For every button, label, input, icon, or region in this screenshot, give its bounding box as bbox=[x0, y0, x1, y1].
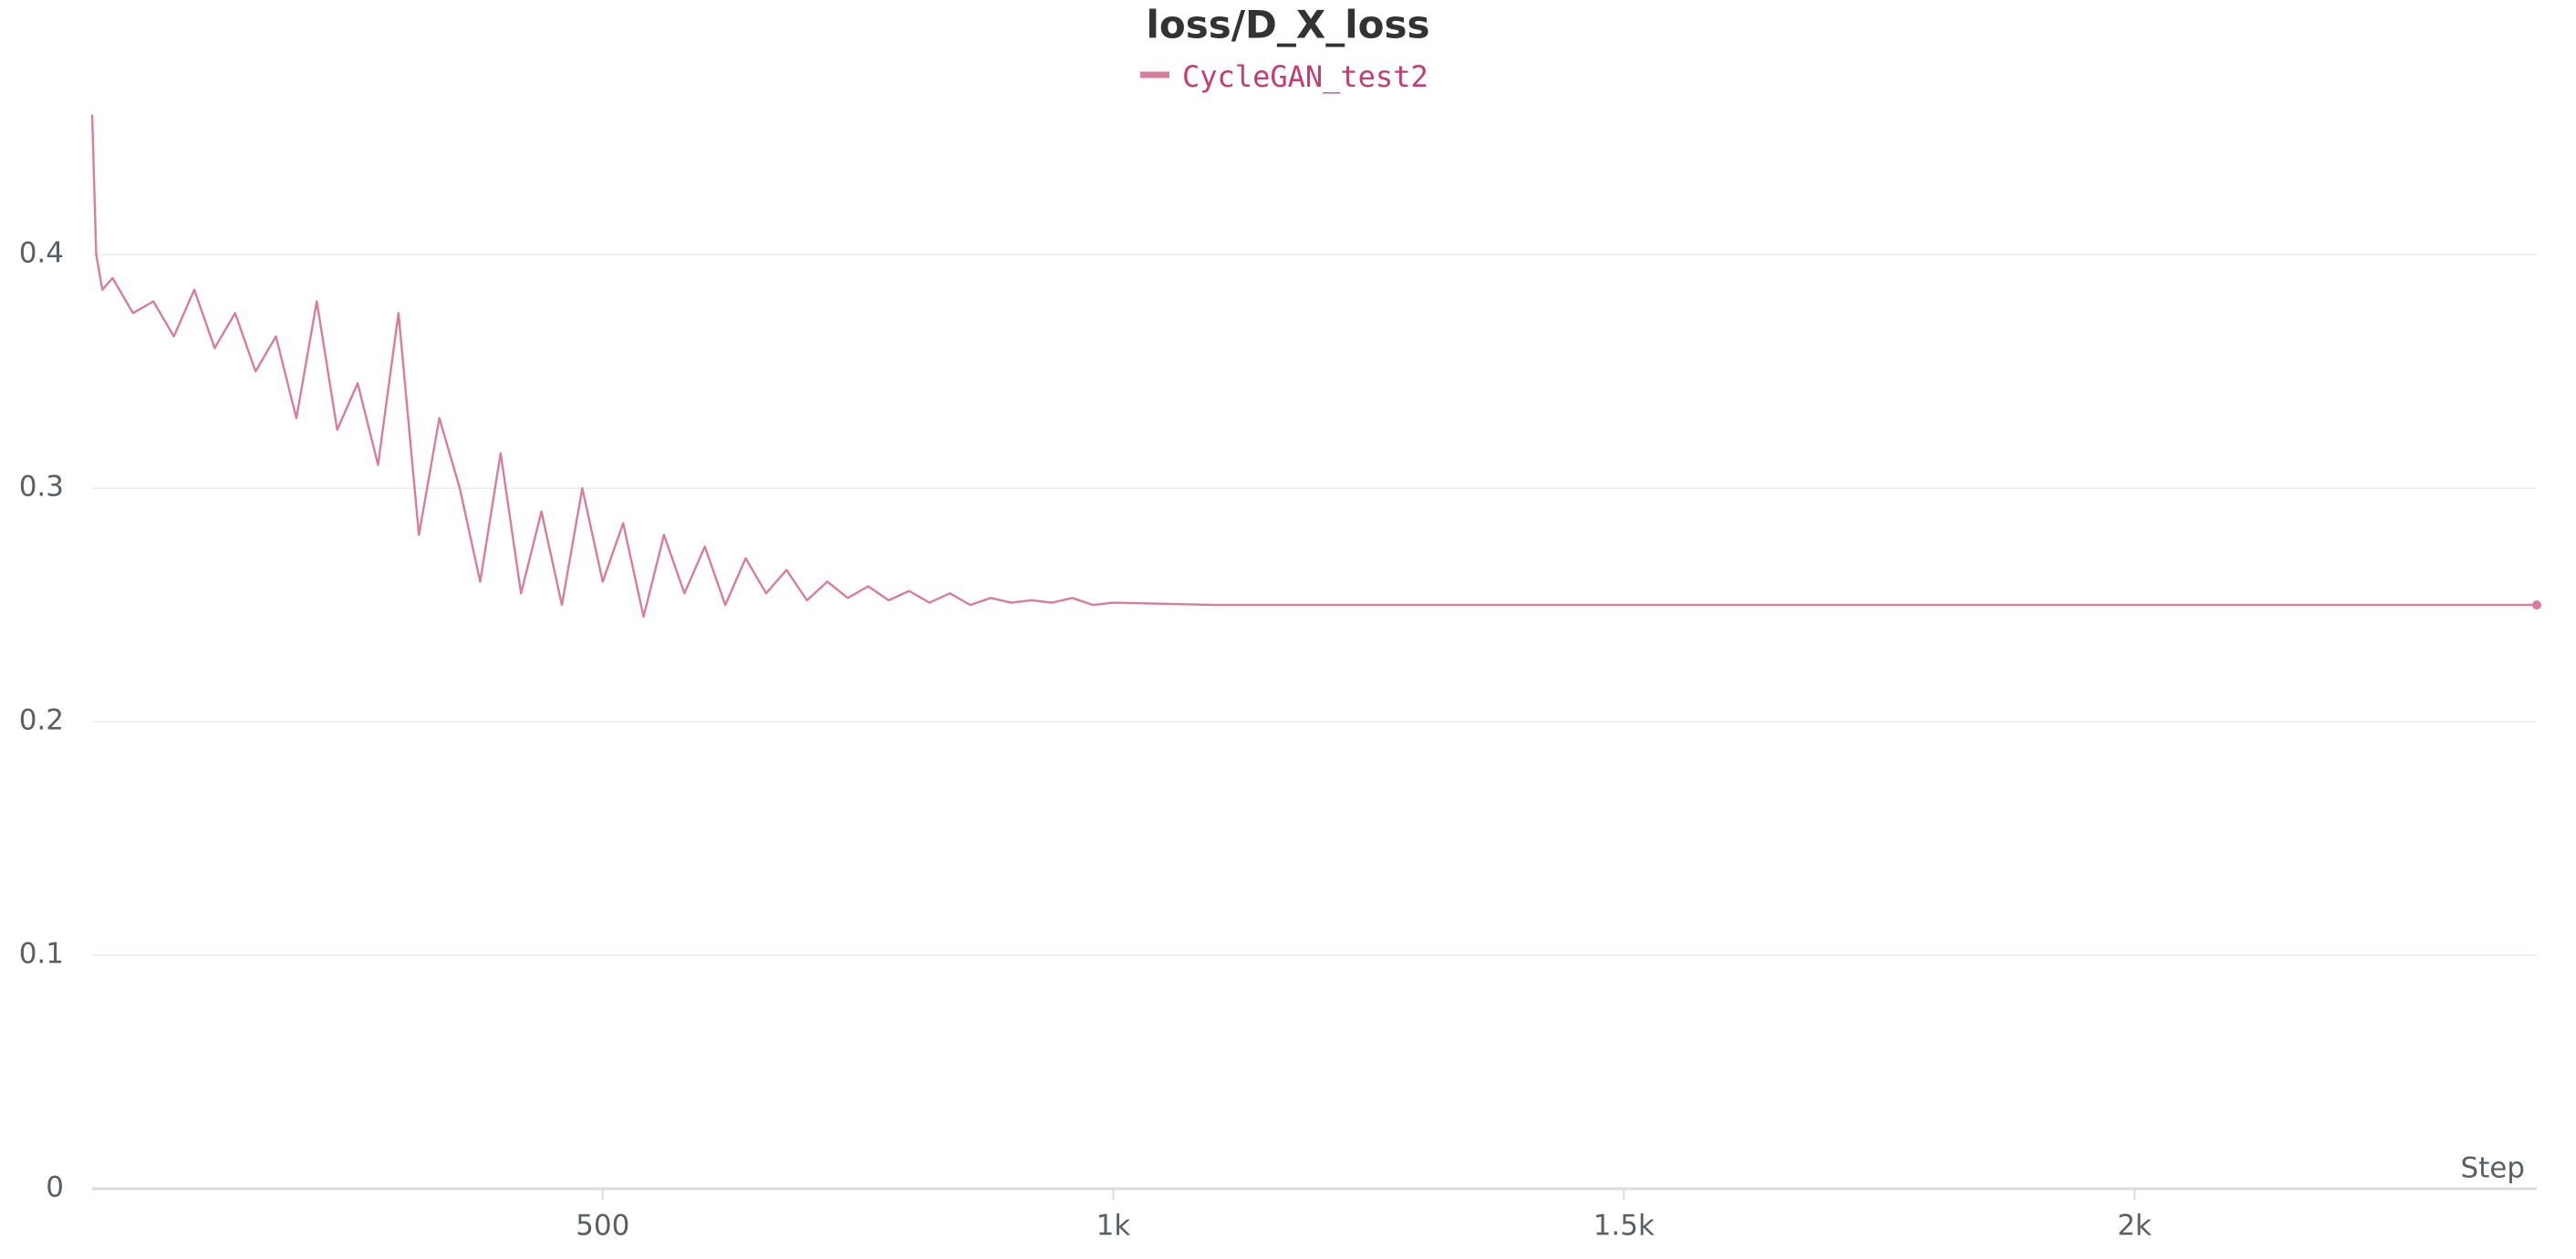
x-tick-label: 1.5k bbox=[1594, 1210, 1655, 1243]
y-tick-label: 0.2 bbox=[19, 704, 64, 737]
x-tick-label: 1k bbox=[1096, 1210, 1131, 1243]
y-tick-label: 0.4 bbox=[19, 237, 64, 270]
series-line bbox=[90, 114, 2537, 619]
y-tick-label: 0.1 bbox=[19, 938, 64, 971]
y-tick-label: 0.3 bbox=[19, 471, 64, 504]
chart-title: loss/D_X_loss bbox=[1146, 3, 1429, 47]
legend-label: CycleGAN_test2 bbox=[1182, 59, 1428, 94]
y-tick-label: 0 bbox=[46, 1171, 64, 1204]
x-axis-label: Step bbox=[2460, 1152, 2525, 1185]
x-tick-label: 500 bbox=[576, 1210, 629, 1243]
end-point bbox=[2532, 600, 2541, 610]
x-tick-label: 2k bbox=[2117, 1210, 2152, 1243]
